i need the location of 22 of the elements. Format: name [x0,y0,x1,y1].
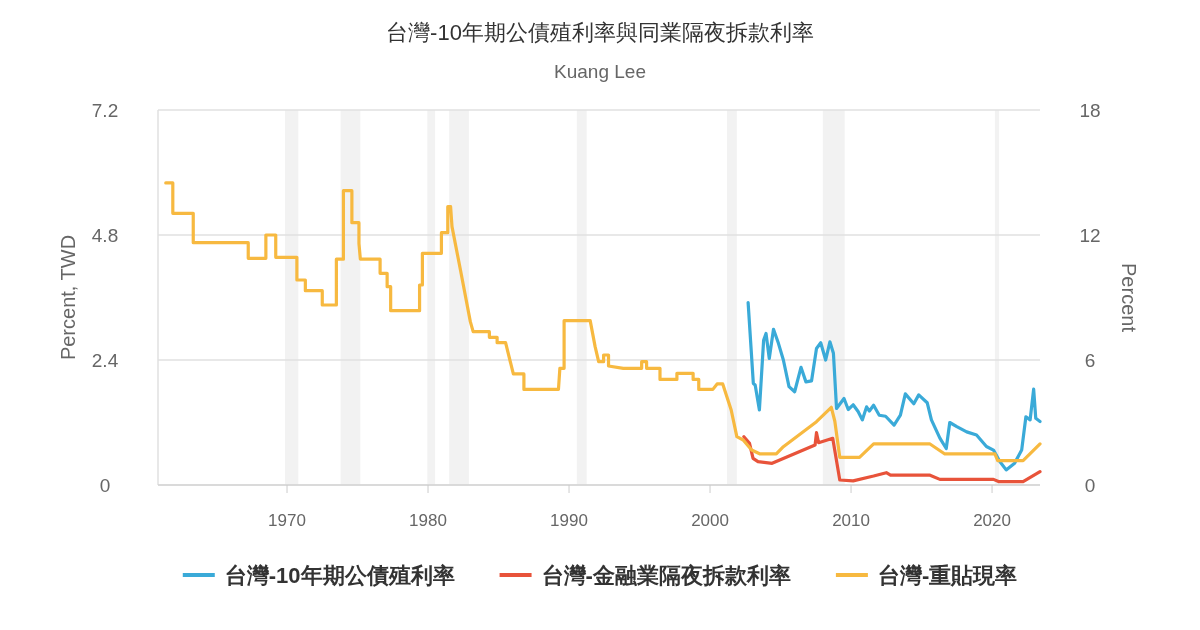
y-tick-label: 4.8 [91,225,119,246]
y2-tick-label: 18 [1079,100,1101,121]
y-tick-label: 0 [99,475,111,496]
y2-tick-label: 12 [1079,225,1101,246]
x-tick-label: 2010 [832,511,870,530]
x-tick-label: 2020 [973,511,1011,530]
y2-tick-label: 6 [1084,350,1096,371]
chart-subtitle: Kuang Lee [554,61,646,82]
y-axis-title: Percent, TWD [57,234,79,361]
x-tick-label: 2000 [691,511,729,530]
chart-title: 台灣-10年期公債殖利率與同業隔夜拆款利率 [386,20,814,45]
legend-label: 台灣-金融業隔夜拆款利率 [541,563,791,588]
legend-label: 台灣-10年期公債殖利率 [224,563,455,588]
x-tick-label: 1970 [268,511,306,530]
x-tick-label: 1980 [409,511,447,530]
y2-tick-label: 0 [1084,475,1096,496]
y-tick-label: 7.2 [91,100,119,121]
y-tick-label: 2.4 [91,350,119,371]
grid: 0 2.4 4.8 7.2 0 6 12 18 1970 1980 1990 2000 2010 2020 [91,100,1101,530]
x-tick-label: 1990 [550,511,588,530]
legend-label: 台灣-重貼現率 [877,563,1018,588]
y2-axis-title: Percent [1118,263,1140,333]
